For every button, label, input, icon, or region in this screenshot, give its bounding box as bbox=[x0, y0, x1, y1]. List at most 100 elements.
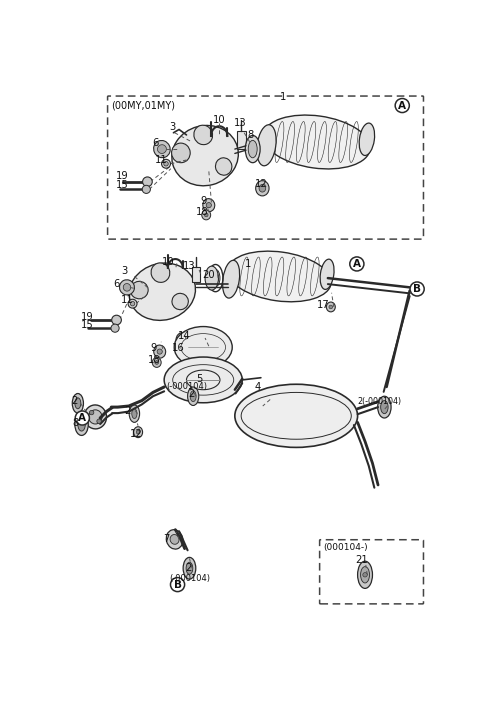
Circle shape bbox=[395, 98, 409, 112]
Circle shape bbox=[410, 282, 424, 296]
Text: 9: 9 bbox=[201, 197, 207, 206]
Ellipse shape bbox=[151, 263, 170, 282]
Ellipse shape bbox=[172, 293, 188, 310]
Ellipse shape bbox=[188, 387, 199, 406]
Ellipse shape bbox=[72, 394, 84, 413]
Ellipse shape bbox=[216, 158, 232, 175]
Text: 2: 2 bbox=[71, 396, 78, 406]
Circle shape bbox=[112, 315, 121, 325]
Text: (000104-): (000104-) bbox=[324, 543, 368, 552]
Ellipse shape bbox=[381, 401, 388, 414]
Circle shape bbox=[164, 162, 168, 166]
Text: 8: 8 bbox=[72, 419, 79, 428]
Text: 7: 7 bbox=[163, 534, 170, 544]
Circle shape bbox=[97, 419, 101, 423]
Ellipse shape bbox=[263, 115, 370, 169]
Ellipse shape bbox=[257, 124, 276, 166]
Circle shape bbox=[363, 573, 367, 577]
Circle shape bbox=[350, 257, 364, 271]
Circle shape bbox=[162, 159, 170, 168]
Text: 9: 9 bbox=[150, 344, 157, 354]
Circle shape bbox=[75, 411, 89, 425]
Circle shape bbox=[170, 578, 185, 592]
Circle shape bbox=[157, 349, 162, 354]
Text: 11: 11 bbox=[155, 155, 168, 165]
Ellipse shape bbox=[133, 427, 143, 438]
Text: 18: 18 bbox=[196, 206, 209, 216]
Circle shape bbox=[143, 177, 152, 187]
Ellipse shape bbox=[326, 302, 335, 312]
Text: A: A bbox=[353, 259, 361, 269]
Ellipse shape bbox=[223, 260, 240, 298]
Text: 8: 8 bbox=[248, 131, 254, 141]
Ellipse shape bbox=[171, 143, 190, 163]
Circle shape bbox=[204, 213, 208, 217]
Text: A: A bbox=[398, 100, 406, 110]
Ellipse shape bbox=[202, 210, 211, 220]
Ellipse shape bbox=[180, 336, 186, 344]
Ellipse shape bbox=[75, 414, 88, 436]
Circle shape bbox=[155, 361, 158, 364]
Text: 2(-000104): 2(-000104) bbox=[358, 397, 402, 407]
Text: (00MY,01MY): (00MY,01MY) bbox=[111, 100, 175, 110]
Text: A: A bbox=[78, 413, 86, 423]
Text: 12: 12 bbox=[255, 179, 268, 189]
Text: 4: 4 bbox=[255, 382, 261, 392]
Circle shape bbox=[206, 203, 211, 208]
Text: 13: 13 bbox=[234, 119, 247, 129]
Text: 3: 3 bbox=[121, 266, 127, 276]
Ellipse shape bbox=[358, 561, 372, 588]
Text: (-000104): (-000104) bbox=[169, 574, 210, 583]
Ellipse shape bbox=[166, 530, 183, 549]
Text: 6: 6 bbox=[152, 138, 158, 148]
Text: 15: 15 bbox=[116, 180, 129, 190]
Circle shape bbox=[128, 299, 137, 308]
Ellipse shape bbox=[359, 123, 374, 156]
Ellipse shape bbox=[360, 566, 370, 583]
Ellipse shape bbox=[256, 181, 269, 196]
Ellipse shape bbox=[183, 557, 196, 579]
Text: 10: 10 bbox=[162, 257, 175, 267]
Circle shape bbox=[329, 305, 333, 309]
Ellipse shape bbox=[235, 385, 358, 448]
Text: 19: 19 bbox=[81, 312, 94, 322]
Ellipse shape bbox=[320, 259, 334, 289]
Text: 10: 10 bbox=[213, 115, 226, 124]
Text: 13: 13 bbox=[183, 261, 195, 271]
Ellipse shape bbox=[154, 141, 170, 158]
Ellipse shape bbox=[129, 405, 140, 422]
Text: 6: 6 bbox=[113, 279, 120, 288]
Text: 3: 3 bbox=[170, 122, 176, 132]
Ellipse shape bbox=[129, 263, 195, 320]
Ellipse shape bbox=[174, 327, 232, 368]
Ellipse shape bbox=[186, 562, 193, 574]
Ellipse shape bbox=[211, 269, 220, 287]
Ellipse shape bbox=[132, 409, 137, 419]
Ellipse shape bbox=[259, 185, 266, 192]
Text: 19: 19 bbox=[116, 171, 129, 181]
Text: (-000104): (-000104) bbox=[167, 382, 207, 392]
Ellipse shape bbox=[152, 358, 161, 368]
Ellipse shape bbox=[154, 345, 166, 358]
Ellipse shape bbox=[130, 281, 148, 299]
Text: 20: 20 bbox=[203, 270, 215, 281]
Ellipse shape bbox=[157, 145, 167, 153]
Ellipse shape bbox=[203, 199, 215, 211]
Text: 1: 1 bbox=[279, 93, 286, 103]
Ellipse shape bbox=[120, 280, 134, 295]
Ellipse shape bbox=[190, 391, 196, 402]
Text: 21: 21 bbox=[356, 554, 369, 565]
Text: 15: 15 bbox=[81, 320, 94, 330]
Ellipse shape bbox=[75, 398, 81, 409]
Text: 16: 16 bbox=[172, 344, 185, 354]
Bar bbox=[192, 267, 200, 282]
Circle shape bbox=[136, 431, 140, 434]
Circle shape bbox=[142, 185, 150, 194]
Ellipse shape bbox=[378, 396, 391, 418]
Ellipse shape bbox=[245, 136, 260, 163]
Text: B: B bbox=[413, 284, 421, 294]
Ellipse shape bbox=[89, 410, 102, 424]
Ellipse shape bbox=[205, 266, 218, 290]
Ellipse shape bbox=[170, 534, 179, 544]
Text: 17: 17 bbox=[317, 300, 329, 310]
